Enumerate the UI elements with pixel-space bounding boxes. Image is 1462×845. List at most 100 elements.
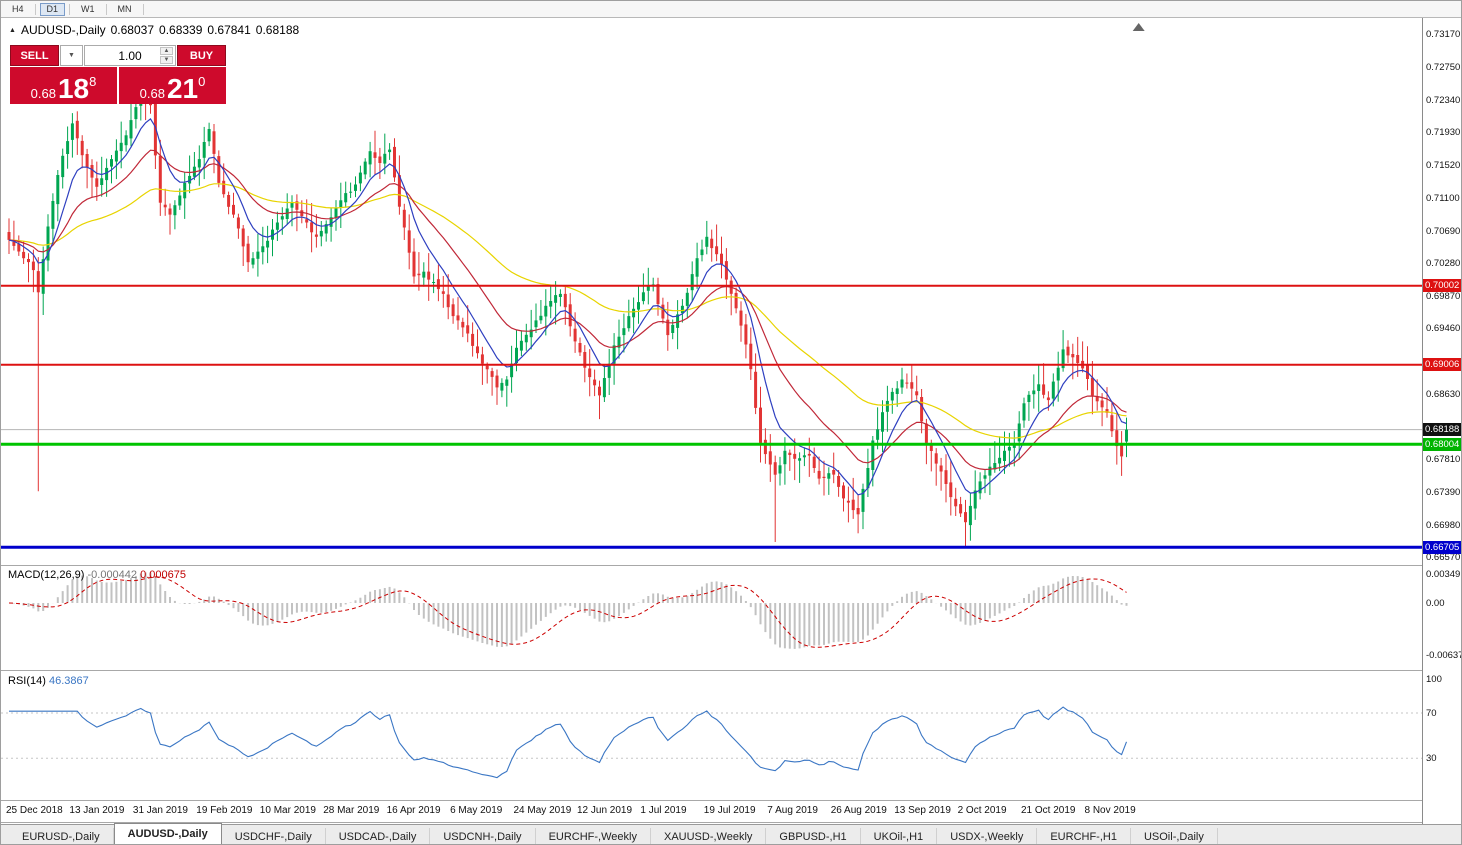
volume-stepper[interactable]: ▲ ▼	[160, 47, 173, 64]
rsi-value: 46.3867	[48, 675, 89, 687]
rsi-tick-label: 100	[1426, 673, 1442, 685]
date-label: 26 Aug 2019	[830, 805, 887, 816]
tab-eurusd-daily[interactable]: EURUSD-,Daily	[9, 828, 114, 844]
macd-main-value: -0.000442	[87, 569, 138, 581]
chart-ohlc-header: ▲ AUDUSD-,Daily 0.68037 0.68339 0.67841 …	[9, 23, 299, 37]
rsi-label: RSI(14) 46.3867	[8, 675, 89, 687]
main-price-chart[interactable]	[1, 18, 1422, 565]
date-label: 19 Feb 2019	[196, 805, 253, 816]
price-tick-label: 0.66570	[1426, 552, 1461, 564]
tab-xauusd-weekly[interactable]: XAUUSD-,Weekly	[651, 828, 767, 844]
ohlc-low: 0.67841	[207, 23, 251, 37]
date-label: 21 Oct 2019	[1021, 805, 1076, 816]
panel-separator[interactable]	[1, 800, 1461, 801]
macd-tick-label: 0.00	[1426, 597, 1445, 609]
price-tick-label: 0.69460	[1426, 323, 1461, 335]
price-scale[interactable]: 0.73170 0.72750 0.72340 0.71930 0.71520 0.711…	[1422, 18, 1462, 824]
panel-separator[interactable]	[1, 565, 1461, 566]
timeframe-button-d1[interactable]: D1	[39, 2, 66, 16]
date-label: 13 Sep 2019	[894, 805, 951, 816]
date-label: 12 Jun 2019	[577, 805, 633, 816]
bid-figure: 0.68	[30, 85, 56, 101]
symbol-direction-icon: ▲	[9, 26, 16, 34]
timeframe-button-h4[interactable]: H4	[5, 3, 31, 16]
price-line-marker: 0.68004	[1423, 437, 1461, 451]
date-label: 16 Apr 2019	[386, 805, 441, 816]
macd-tick-label: 0.00349	[1426, 568, 1461, 580]
tab-audusd-daily[interactable]: AUDUSD-,Daily	[113, 823, 222, 844]
macd-indicator-panel[interactable]	[1, 566, 1422, 670]
chevron-down-icon: ▼	[68, 52, 75, 59]
tab-gbpusd-h1[interactable]: GBPUSD-,H1	[766, 828, 861, 844]
ask-point: 0	[198, 74, 206, 89]
spin-down-icon[interactable]: ▼	[160, 56, 173, 64]
toolbar-separator	[105, 3, 107, 15]
ohlc-close: 0.68188	[255, 23, 300, 37]
timeframe-button-w1[interactable]: W1	[74, 3, 102, 16]
date-label: 2 Oct 2019	[957, 805, 1007, 816]
ask-pips: 21	[166, 73, 199, 105]
price-tick-label: 0.66980	[1426, 519, 1461, 531]
price-tick-label: 0.68630	[1426, 389, 1461, 401]
price-line-marker: 0.68188	[1423, 423, 1461, 437]
bid-pips: 18	[57, 73, 90, 105]
tab-usoil-daily[interactable]: USOil-,Daily	[1131, 828, 1218, 844]
volume-value: 1.00	[118, 48, 142, 63]
timeframe-toolbar: H4 D1 W1 MN	[1, 1, 1461, 18]
date-label: 31 Jan 2019	[132, 805, 188, 816]
volume-dropdown-button[interactable]: ▼	[60, 45, 83, 66]
date-label: 8 Nov 2019	[1084, 805, 1136, 816]
ohlc-open: 0.68037	[110, 23, 155, 37]
date-label: 28 Mar 2019	[323, 805, 380, 816]
toolbar-separator	[34, 3, 36, 15]
tab-ukoil-h1[interactable]: UKOil-,H1	[861, 828, 938, 844]
price-tick-label: 0.73170	[1426, 29, 1461, 41]
volume-input[interactable]: 1.00 ▲ ▼	[84, 45, 176, 66]
tab-usdcad-daily[interactable]: USDCAD-,Daily	[326, 828, 431, 844]
tab-eurchf-h1[interactable]: EURCHF-,H1	[1037, 828, 1131, 844]
toolbar-separator	[142, 3, 144, 15]
price-line-marker: 0.70002	[1423, 279, 1461, 293]
price-line-marker: 0.69006	[1423, 358, 1461, 372]
ohlc-high: 0.68339	[159, 23, 203, 37]
macd-label: MACD(12,26,9) -0.000442 0.000675	[8, 569, 186, 581]
price-tick-label: 0.71930	[1426, 127, 1461, 139]
ask-figure: 0.68	[139, 85, 165, 101]
price-tick-label: 0.71100	[1426, 193, 1460, 205]
price-tick-label: 0.67810	[1426, 454, 1461, 466]
bid-point: 8	[89, 74, 97, 89]
price-tick-label: 0.67390	[1426, 487, 1461, 499]
tab-eurchf-weekly[interactable]: EURCHF-,Weekly	[536, 828, 651, 844]
rsi-tick-label: 70	[1426, 707, 1437, 719]
sell-button[interactable]: SELL	[10, 45, 59, 66]
macd-tick-label: -0.00637	[1426, 650, 1462, 662]
price-tick-label: 0.71520	[1426, 160, 1461, 171]
price-line-marker: 0.66705	[1423, 540, 1461, 554]
price-tick-label: 0.72340	[1426, 94, 1461, 106]
date-label: 19 Jul 2019	[703, 805, 756, 816]
spin-up-icon[interactable]: ▲	[160, 47, 173, 55]
date-label: 10 Mar 2019	[259, 805, 316, 816]
timeframe-button-mn[interactable]: MN	[111, 3, 139, 16]
tab-usdcnh-daily[interactable]: USDCNH-,Daily	[430, 828, 536, 844]
tab-usdchf-daily[interactable]: USDCHF-,Daily	[222, 828, 326, 844]
chart-symbol-label: AUDUSD-,Daily	[20, 23, 106, 37]
toolbar-separator	[69, 3, 71, 15]
bid-price-display[interactable]: 0.68 18 8	[10, 67, 117, 104]
date-label: 13 Jan 2019	[69, 805, 125, 816]
tab-usdx-weekly[interactable]: USDX-,Weekly	[937, 828, 1038, 844]
ask-price-display[interactable]: 0.68 21 0	[119, 67, 226, 104]
time-scale[interactable]: 25 Dec 2018 13 Jan 2019 31 Jan 2019 19 Feb …	[1, 801, 1422, 823]
rsi-indicator-panel[interactable]	[1, 671, 1422, 800]
price-tick-label: 0.69870	[1426, 290, 1461, 302]
price-tick-label: 0.70690	[1426, 225, 1461, 237]
panel-separator[interactable]	[1, 670, 1461, 671]
buy-button[interactable]: BUY	[177, 45, 226, 66]
chart-tabs-bar: EURUSD-,Daily AUDUSD-,Daily USDCHF-,Daily U…	[1, 823, 1461, 844]
date-label: 6 May 2019	[450, 805, 503, 816]
date-label: 24 May 2019	[513, 805, 572, 816]
one-click-trading-panel: SELL ▼ 1.00 ▲ ▼ BUY 0.68 18 8 0.68 21	[10, 45, 226, 104]
rsi-tick-label: 30	[1426, 752, 1437, 764]
date-label: 25 Dec 2018	[6, 805, 63, 816]
